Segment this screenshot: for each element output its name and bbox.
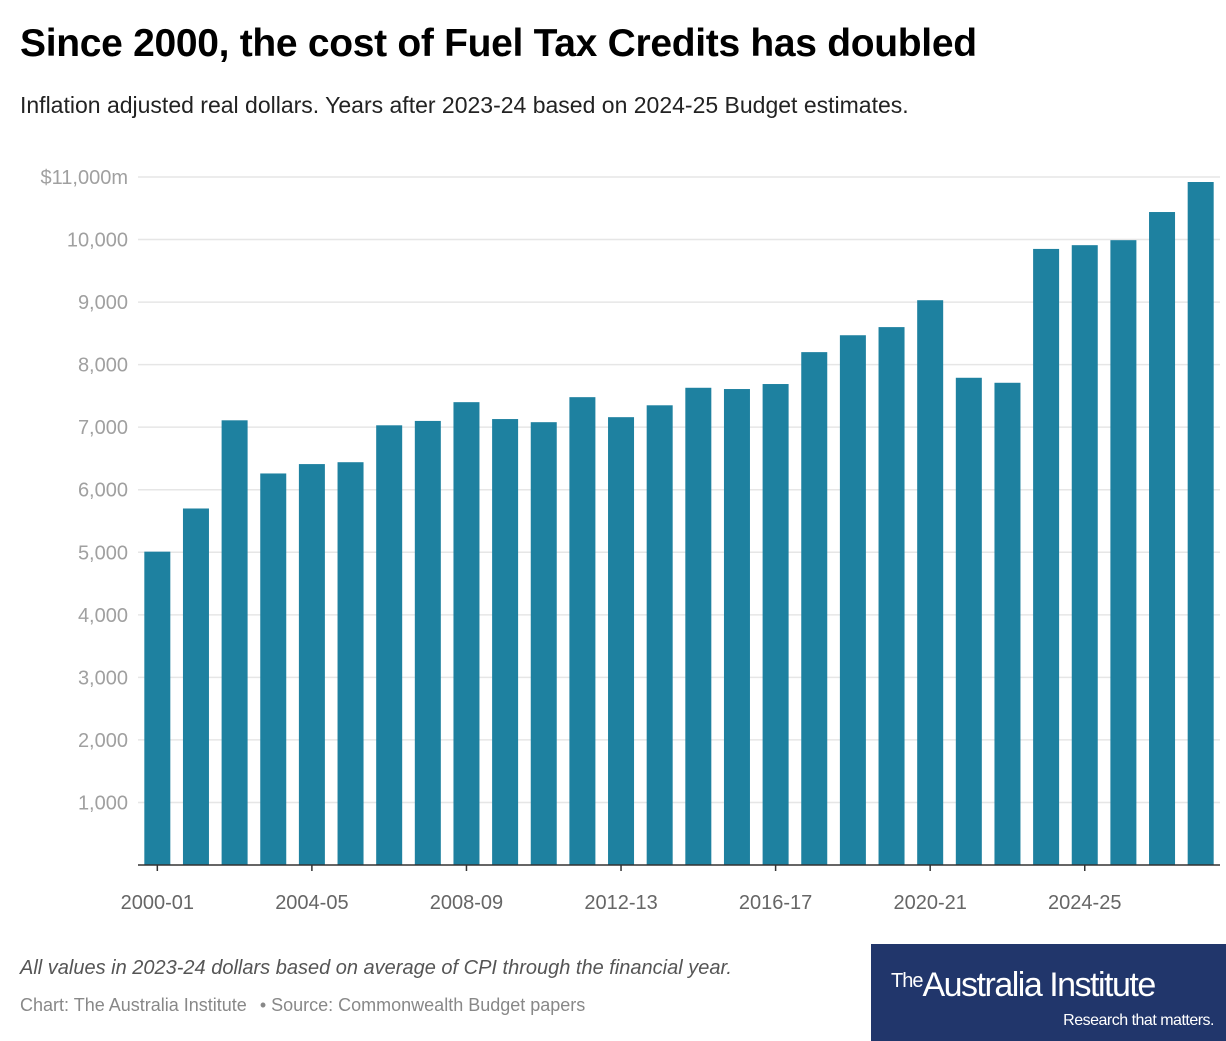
x-tick-label: 2004-05 [275,892,348,914]
x-axis: 2000-01 2004-05 2008-09 2012-13 2016-17 2020-… [121,864,1220,914]
bar-2001-02 [182,508,209,865]
bar-chart: 1,000 2,000 3,000 4,000 5,000 6,000 7,000 8,000… [41,167,1220,914]
bar-2010-11 [530,422,557,865]
y-tick-label: 3,000 [78,667,128,689]
x-tick-label: 2008-09 [430,892,503,914]
footnote: All values in 2023-24 dollars based on a… [20,957,732,979]
bar-2018-19 [839,335,866,865]
bar-2005-06 [337,462,364,865]
bar-2016-17 [762,384,789,865]
y-axis-labels: 1,000 2,000 3,000 4,000 5,000 6,000 7,000 8,000… [41,167,128,814]
bar-2000-01 [144,551,171,865]
y-tick-label: 4,000 [78,605,128,627]
bar-2009-10 [492,419,519,865]
bar-2013-14 [646,405,673,865]
y-tick-label: $11,000m [41,167,128,189]
chart-subtitle: Inflation adjusted real dollars. Years a… [20,92,909,118]
bar-2008-09 [453,402,480,865]
y-tick-label: 10,000 [67,230,128,252]
y-tick-label: 1,000 [78,792,128,814]
bar-2014-15 [685,387,712,865]
y-tick-label: 9,000 [78,292,128,314]
source-credit: • Source: Commonwealth Budget papers [259,995,586,1015]
bar-2027-28 [1187,182,1214,865]
bar-2019-20 [878,327,905,865]
bar-2006-07 [376,425,403,865]
bar-2012-13 [608,417,635,865]
y-tick-label: 7,000 [78,417,128,439]
x-tick-label: 2012-13 [584,892,657,914]
y-tick-label: 2,000 [78,730,128,752]
y-tick-label: 8,000 [78,355,128,377]
bar-2021-22 [955,377,982,865]
bar-2003-04 [260,473,287,865]
bar-2002-03 [221,420,248,865]
bar-2011-12 [569,397,596,865]
chart-credit: Chart: The Australia Institute [20,995,247,1015]
bar-2015-16 [723,389,750,865]
bar-2026-27 [1149,212,1176,865]
x-tick-label: 2024-25 [1048,892,1121,914]
australia-institute-logo: TheAustralia Institute Research that mat… [871,944,1226,1041]
bar-2024-25 [1071,245,1098,865]
chart-title: Since 2000, the cost of Fuel Tax Credits… [20,22,977,65]
bar-2007-08 [414,420,441,865]
bar-2017-18 [801,352,828,865]
bar-2004-05 [298,464,325,865]
x-tick-label: 2000-01 [121,892,194,914]
logo-tagline: Research that matters. [1063,1012,1214,1029]
bar-2025-26 [1110,240,1137,866]
x-tick-label: 2016-17 [739,892,812,914]
y-tick-label: 5,000 [78,542,128,564]
credit-line: Chart: The Australia Institute • Source:… [20,995,585,1016]
bar-2022-23 [994,382,1021,865]
logo-wordmark: TheAustralia Institute [891,966,1156,1004]
y-tick-label: 6,000 [78,480,128,502]
x-tick-label: 2020-21 [893,892,966,914]
bar-2020-21 [917,300,944,865]
bar-2023-24 [1033,248,1060,866]
bars [144,182,1214,866]
